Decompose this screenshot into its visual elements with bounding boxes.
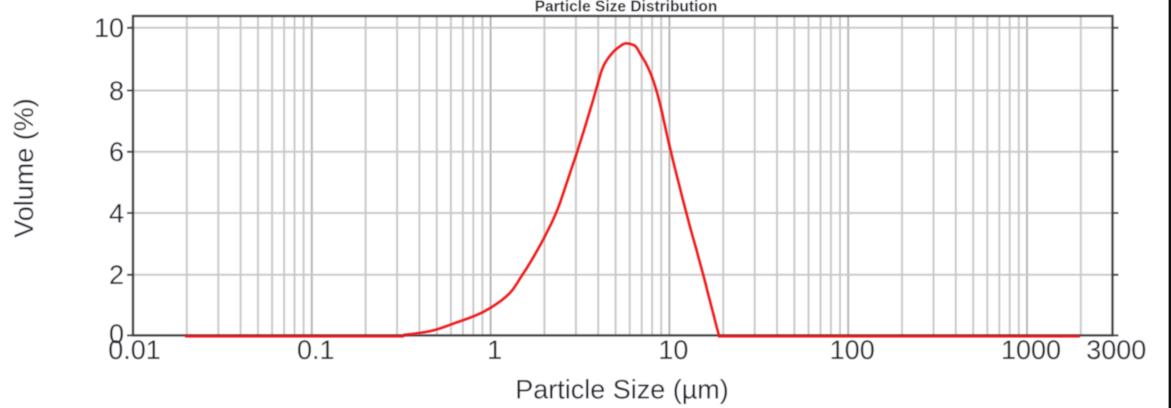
svg-text:0: 0 [109, 319, 124, 349]
svg-text:0.1: 0.1 [297, 335, 335, 365]
svg-text:Particle Size Distribution: Particle Size Distribution [535, 0, 718, 16]
svg-text:4: 4 [109, 198, 124, 228]
svg-text:Particle Size (µm): Particle Size (µm) [515, 375, 729, 405]
svg-text:1: 1 [487, 335, 502, 365]
svg-text:10: 10 [94, 13, 124, 43]
svg-text:100: 100 [830, 335, 875, 365]
svg-text:Volume (%): Volume (%) [9, 98, 39, 238]
svg-text:0.01: 0.01 [108, 335, 161, 365]
svg-text:3000: 3000 [1086, 335, 1146, 365]
svg-text:8: 8 [109, 76, 124, 106]
svg-text:10: 10 [658, 335, 688, 365]
svg-text:2: 2 [109, 260, 124, 290]
svg-text:1000: 1000 [1001, 335, 1061, 365]
svg-text:6: 6 [109, 137, 124, 167]
